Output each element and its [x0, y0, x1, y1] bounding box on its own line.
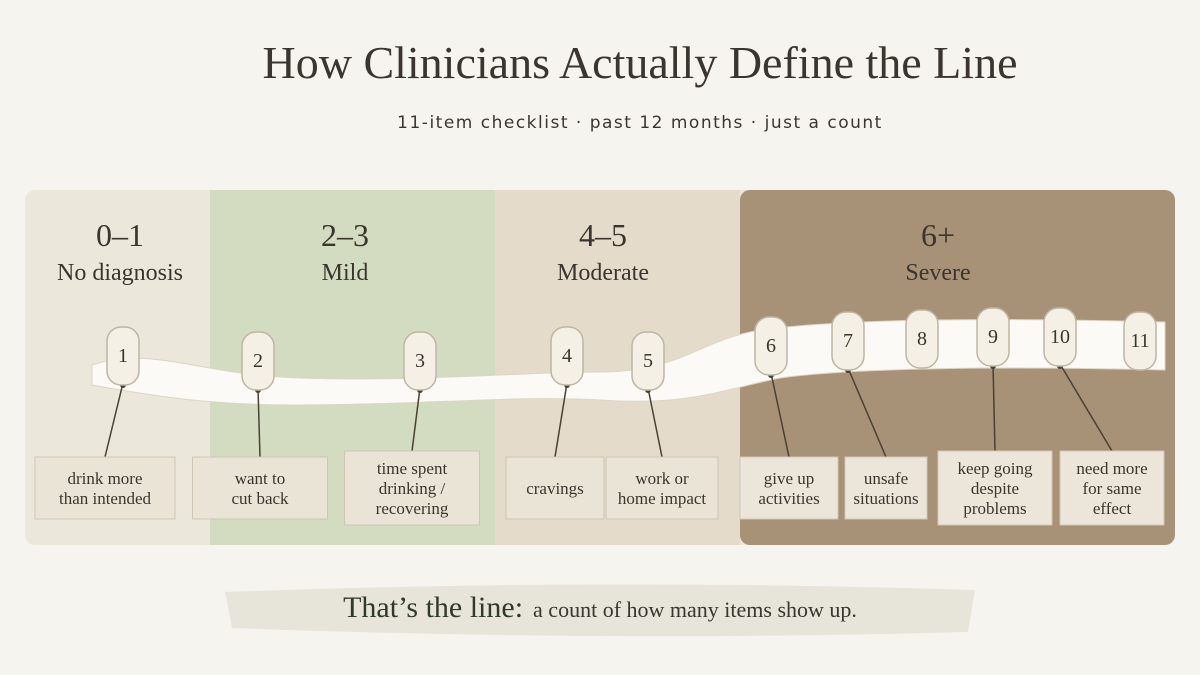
band-label: Severe — [905, 260, 970, 286]
connector — [411, 387, 421, 452]
title: How Clinicians Actually Define the Line — [263, 37, 1018, 88]
connector — [992, 363, 996, 452]
item-number: 10 — [1050, 326, 1070, 348]
connector — [1059, 363, 1113, 452]
item-peg — [1043, 307, 1077, 367]
footer-emphasis: That’s the line: — [343, 591, 523, 624]
item-number: 6 — [766, 335, 776, 357]
item-peg — [241, 331, 275, 391]
item-peg — [831, 311, 865, 371]
connector — [647, 387, 663, 458]
card-text: problems — [963, 499, 1026, 518]
card — [1059, 450, 1165, 526]
card — [505, 456, 605, 520]
card — [739, 456, 839, 520]
card — [937, 450, 1053, 526]
band-range: 0–1 — [96, 217, 144, 253]
connector — [770, 372, 790, 458]
connector — [847, 367, 887, 458]
item-peg — [976, 307, 1010, 367]
item-number: 1 — [118, 345, 128, 367]
card-text: drink more — [67, 469, 142, 488]
card-text: for same — [1082, 479, 1141, 498]
band-label: No diagnosis — [57, 260, 183, 286]
subtitle: 11-item checklist · past 12 months · jus… — [397, 113, 883, 133]
card-text: keep going — [957, 459, 1033, 478]
item-peg — [403, 331, 437, 391]
item-number: 9 — [988, 326, 998, 348]
card — [192, 456, 328, 520]
card — [34, 456, 176, 520]
item-number: 11 — [1130, 330, 1149, 352]
connector — [554, 382, 568, 458]
item-number: 4 — [562, 345, 572, 367]
card-text: recovering — [376, 499, 449, 518]
band-range: 6+ — [921, 217, 955, 253]
card-text: effect — [1093, 499, 1132, 518]
item-number: 2 — [253, 350, 263, 372]
connector — [104, 382, 124, 458]
card — [844, 456, 928, 520]
band-label: Moderate — [557, 260, 649, 286]
card-text: time spent — [377, 459, 448, 478]
card-text: work or — [635, 469, 689, 488]
item-number: 7 — [843, 330, 853, 352]
item-number: 3 — [415, 350, 425, 372]
footer: That’s the line: a count of how many ite… — [343, 591, 857, 624]
card-text: situations — [853, 489, 918, 508]
footer-text: a count of how many items show up. — [533, 597, 857, 622]
item-number: 8 — [917, 328, 927, 350]
footer-strip — [225, 584, 975, 637]
card-text: cravings — [526, 479, 584, 498]
card-text: need more — [1076, 459, 1147, 478]
card-text: home impact — [618, 489, 707, 508]
item-peg — [550, 326, 584, 386]
ribbon — [91, 319, 1166, 406]
band-range: 2–3 — [321, 217, 369, 253]
card-text: despite — [971, 479, 1019, 498]
item-peg — [754, 316, 788, 376]
item-number: 5 — [643, 350, 653, 372]
card — [344, 450, 480, 526]
card-text: give up — [764, 469, 815, 488]
band-label: Mild — [322, 260, 369, 286]
card-text: unsafe — [864, 469, 908, 488]
card — [605, 456, 719, 520]
card-text: drinking / — [379, 479, 446, 498]
card-text: than intended — [59, 489, 152, 508]
item-peg — [106, 326, 140, 386]
connector — [257, 387, 261, 458]
item-peg — [1123, 311, 1157, 371]
band-range: 4–5 — [579, 217, 627, 253]
card-text: cut back — [231, 489, 289, 508]
item-peg — [631, 331, 665, 391]
card-text: want to — [235, 469, 286, 488]
card-text: activities — [758, 489, 819, 508]
item-peg — [905, 309, 939, 369]
